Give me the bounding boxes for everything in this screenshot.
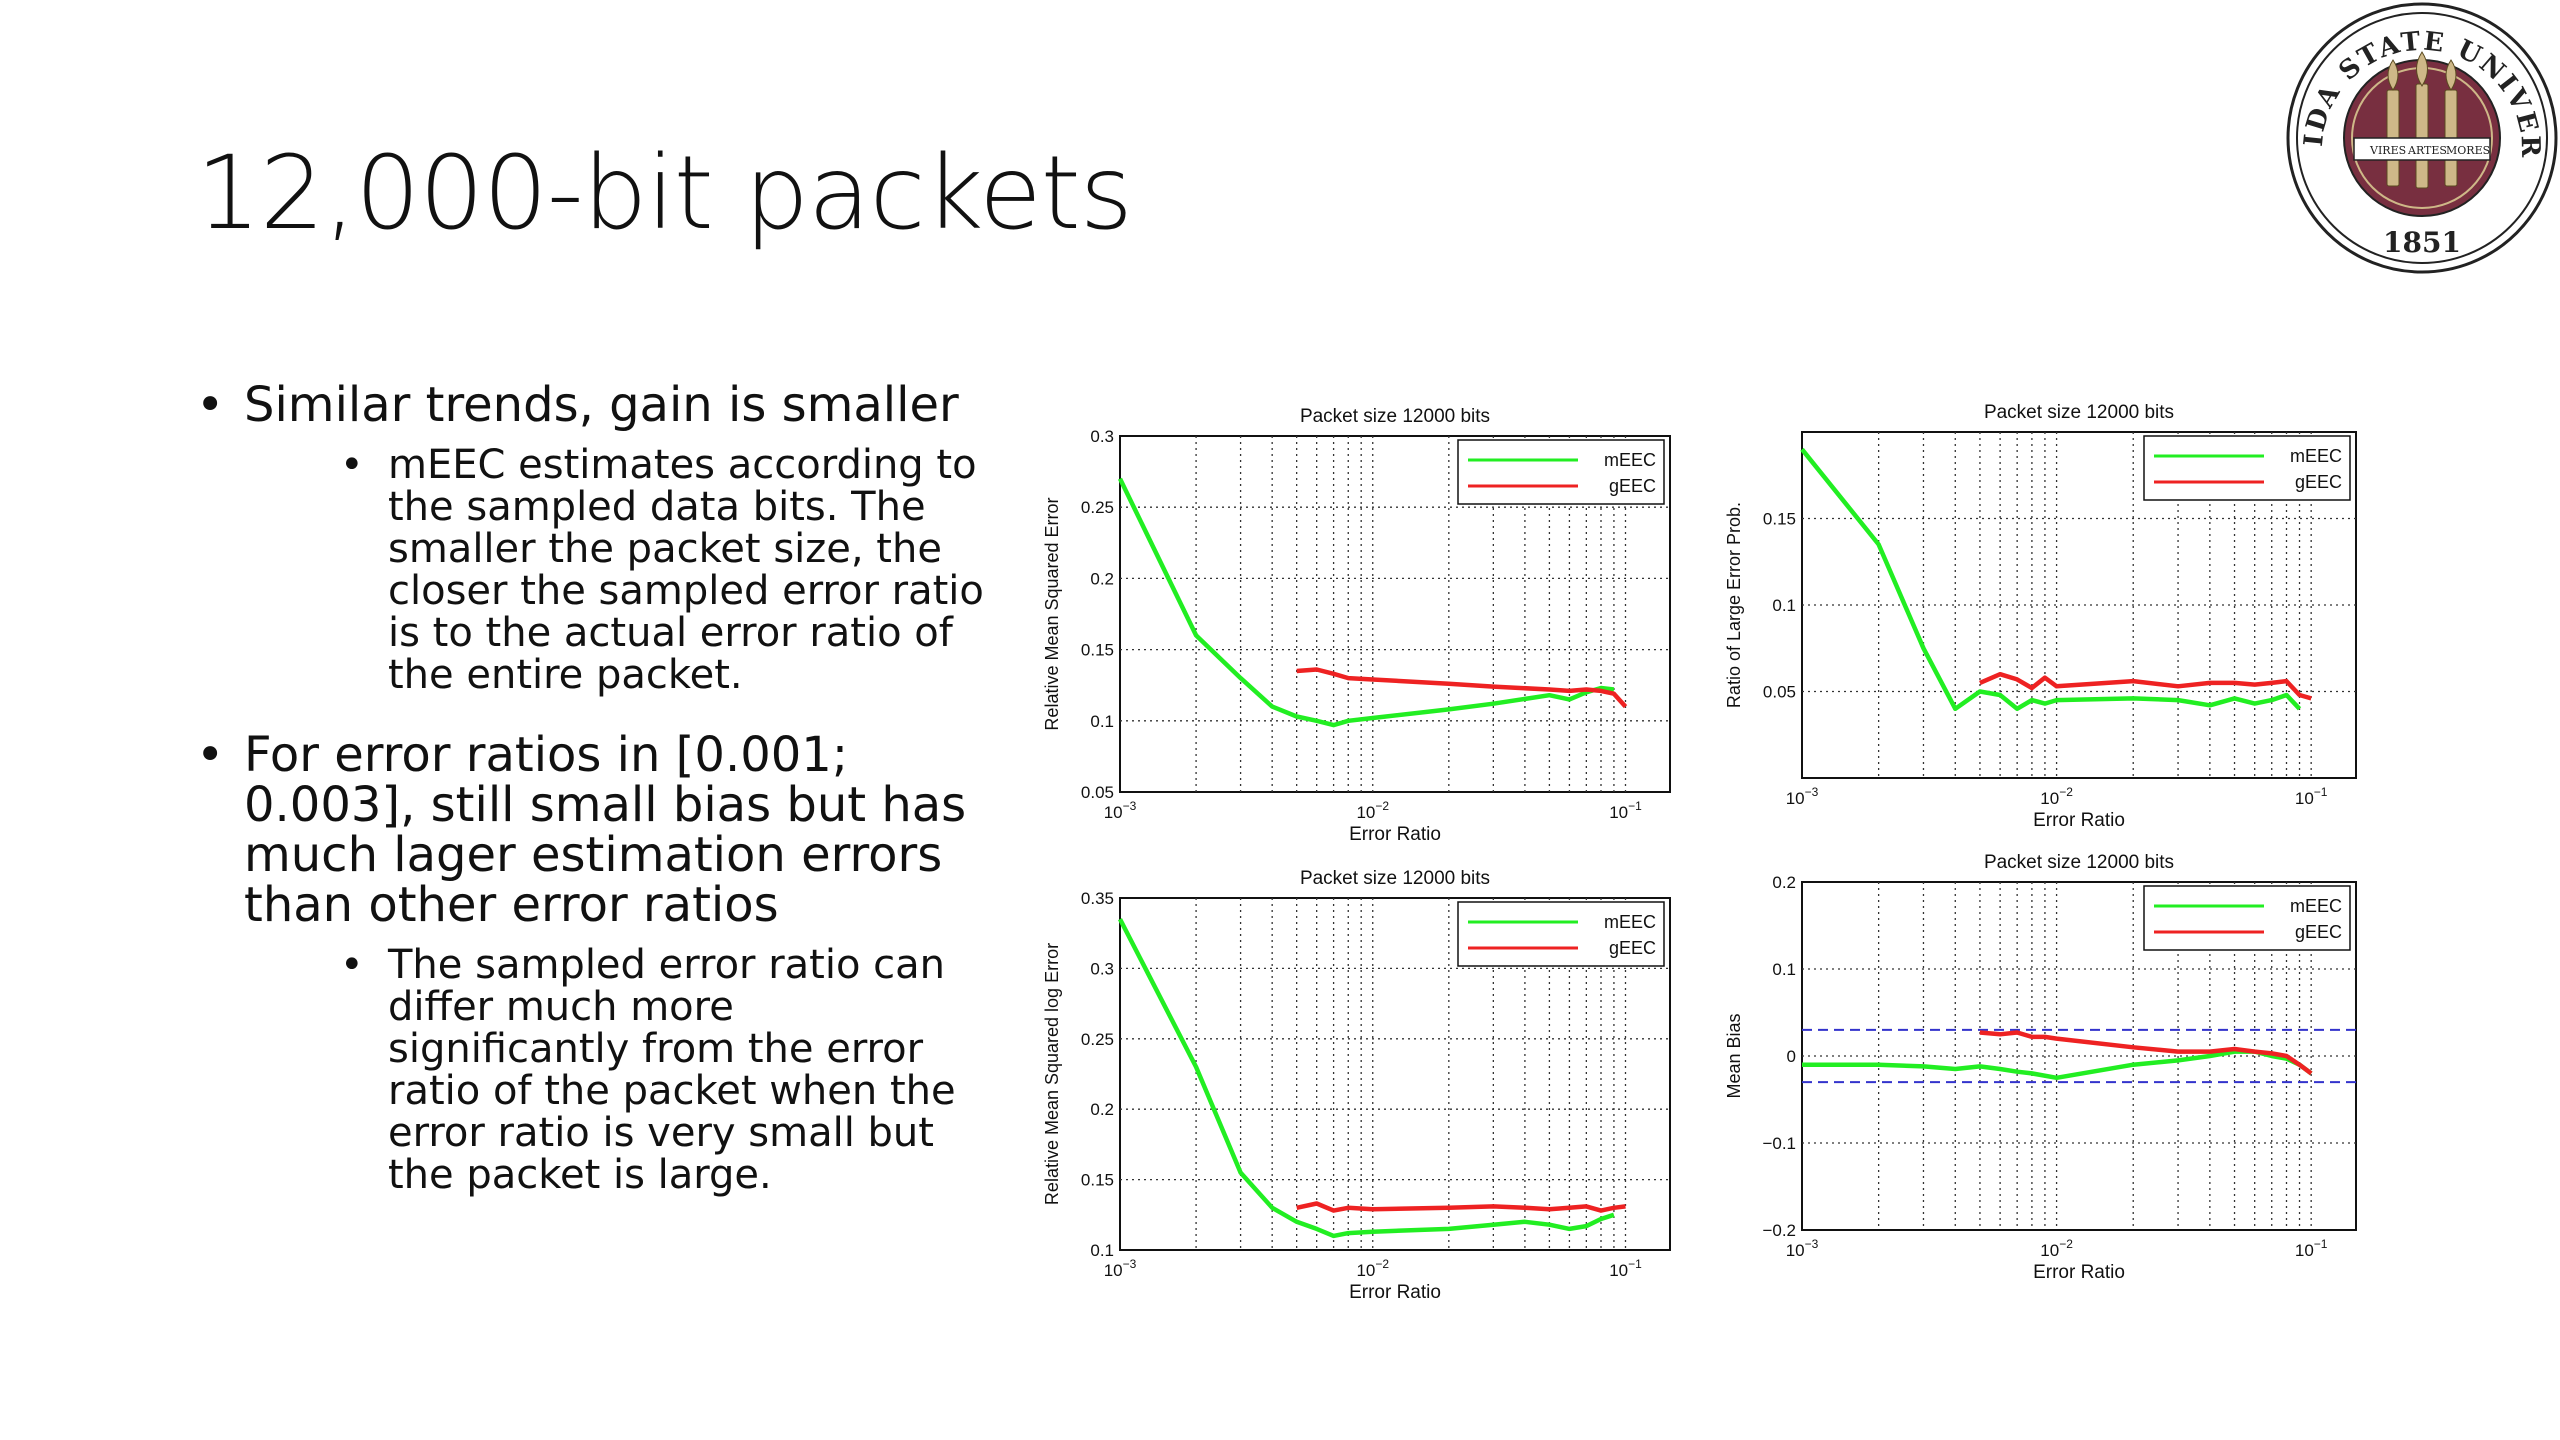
- y-tick-label: −0.2: [1762, 1221, 1796, 1240]
- x-tick-label: 10−3: [1104, 799, 1137, 822]
- y-tick-label: 0: [1787, 1047, 1796, 1066]
- chart-panel-1: 0.05 0.1 0.15 0.2 0.25 0.3 10−3 10−2 10−1 mEEC gEE…: [1042, 406, 1671, 845]
- x-tick-label: 10−2: [1356, 799, 1389, 822]
- x-tick-label: 10−1: [2295, 1237, 2328, 1260]
- bullet-dot: •: [196, 727, 225, 783]
- y-tick-label: 0.15: [1081, 1171, 1114, 1190]
- legend-label-gEEC: gEEC: [2295, 922, 2342, 942]
- legend-label-gEEC: gEEC: [1609, 476, 1656, 496]
- y-tick-label: −0.1: [1762, 1134, 1796, 1153]
- seal-motto-3: MORES: [2446, 144, 2490, 157]
- chart-panel-4: −0.2 −0.1 0 0.1 0.2 10−3 10−2 10−1 mEEC gEEC Packe…: [1724, 852, 2357, 1283]
- legend-label-mEEC: mEEC: [1604, 450, 1656, 470]
- legend-label-gEEC: gEEC: [2295, 472, 2342, 492]
- y-tick-label: 0.1: [1772, 596, 1796, 615]
- series-line-gEEC: [1979, 1030, 2313, 1076]
- x-tick-label: 10−3: [1104, 1257, 1137, 1280]
- y-tick-label: 0.1: [1772, 960, 1796, 979]
- y-tick-label: 0.25: [1081, 498, 1114, 517]
- series-line-gEEC: [1979, 671, 2312, 701]
- chart-title: Packet size 12000 bits: [1984, 402, 2174, 423]
- legend-label-gEEC: gEEC: [1609, 938, 1656, 958]
- x-axis-label: Error Ratio: [2033, 810, 2125, 831]
- y-axis-label: Relative Mean Squared log Error: [1042, 943, 1062, 1205]
- x-tick-label: 10−1: [1609, 1257, 1642, 1280]
- seal-motto-2: ARTES: [2407, 144, 2447, 157]
- y-axis-label: Ratio of Large Error Prob.: [1724, 502, 1744, 708]
- legend-box: [2143, 885, 2351, 951]
- y-tick-label: 0.2: [1772, 873, 1796, 892]
- legend-box: [2143, 435, 2351, 501]
- series-line-mEEC: [1117, 918, 1615, 1239]
- x-tick-label: 10−2: [2040, 785, 2073, 808]
- x-axis-label: Error Ratio: [2033, 1262, 2125, 1283]
- bullet-list: • Similar trends, gain is smaller • mEEC…: [196, 380, 986, 1230]
- x-axis-label: Error Ratio: [1349, 1282, 1441, 1303]
- x-tick-label: 10−1: [2295, 785, 2328, 808]
- legend-label-mEEC: mEEC: [1604, 912, 1656, 932]
- series-line-mEEC: [1117, 477, 1615, 728]
- chart-grid: 0.05 0.1 0.15 0.2 0.25 0.3 10−3 10−2 10−1 mEEC gEE…: [1020, 380, 2360, 1340]
- y-tick-label: 0.1: [1090, 1241, 1114, 1260]
- y-tick-label: 0.2: [1090, 1100, 1114, 1119]
- y-tick-label: 0.05: [1081, 783, 1114, 802]
- x-tick-label: 10−1: [1609, 799, 1642, 822]
- series-line-mEEC: [1802, 1049, 2313, 1081]
- sub-bullet-2-text: The sampled error ratio can differ much …: [388, 942, 956, 1198]
- y-tick-label: 0.3: [1090, 427, 1114, 446]
- y-tick-label: 0.15: [1763, 510, 1796, 529]
- y-axis-label: Relative Mean Squared Error: [1042, 497, 1062, 730]
- chart-title: Packet size 12000 bits: [1300, 406, 1490, 427]
- y-tick-label: 0.05: [1763, 683, 1796, 702]
- y-tick-label: 0.25: [1081, 1030, 1114, 1049]
- bullet-1-text: Similar trends, gain is smaller: [244, 377, 959, 433]
- series-line-mEEC: [1800, 447, 2302, 712]
- x-tick-label: 10−3: [1786, 785, 1819, 808]
- x-axis-label: Error Ratio: [1349, 824, 1441, 845]
- legend-label-mEEC: mEEC: [2290, 896, 2342, 916]
- bullet-dot: •: [196, 377, 225, 433]
- y-tick-label: 0.2: [1090, 569, 1114, 588]
- seal-motto-1: VIRES: [2369, 144, 2406, 157]
- legend-label-mEEC: mEEC: [2290, 446, 2342, 466]
- chart-title: Packet size 12000 bits: [1300, 868, 1490, 889]
- bullet-dot: •: [340, 942, 364, 988]
- series-line-gEEC: [1296, 667, 1628, 709]
- x-tick-label: 10−3: [1786, 1237, 1819, 1260]
- sub-bullet-1: • mEEC estimates according to the sample…: [244, 444, 986, 696]
- seal-year: 1851: [2383, 226, 2461, 259]
- sub-bullet-1-text: mEEC estimates according to the sampled …: [388, 442, 984, 698]
- slide-title: 12,000-bit packets: [196, 134, 1133, 253]
- y-axis-label: Mean Bias: [1724, 1013, 1744, 1098]
- y-tick-label: 0.1: [1090, 712, 1114, 731]
- legend-box: [1457, 901, 1665, 967]
- series-line-gEEC: [1296, 1201, 1626, 1213]
- sub-bullet-2: • The sampled error ratio can differ muc…: [244, 944, 986, 1196]
- y-tick-label: 0.15: [1081, 641, 1114, 660]
- y-tick-label: 0.35: [1081, 889, 1114, 908]
- chart-panel-3: 0.1 0.15 0.2 0.25 0.3 0.35 10−3 10−2 10−1 mEEC gEE…: [1042, 868, 1671, 1303]
- bullet-2: • For error ratios in [0.001; 0.003], st…: [196, 730, 986, 1196]
- x-tick-label: 10−2: [2040, 1237, 2073, 1260]
- bullet-1: • Similar trends, gain is smaller • mEEC…: [196, 380, 986, 696]
- chart-title: Packet size 12000 bits: [1984, 852, 2174, 873]
- bullet-2-text: For error ratios in [0.001; 0.003], stil…: [244, 727, 967, 933]
- chart-panel-2: 0.05 0.1 0.15 10−3 10−2 10−1 mEEC gEEC Packet si…: [1724, 402, 2357, 831]
- charts-svg: 0.05 0.1 0.15 0.2 0.25 0.3 10−3 10−2 10−1 mEEC gEE…: [1042, 402, 2357, 1303]
- bullet-dot: •: [340, 442, 364, 488]
- fsu-seal-logo: FLORIDA STATE UNIVERSITY VIRES ARTES MOR…: [2284, 0, 2558, 274]
- x-tick-label: 10−2: [1356, 1257, 1389, 1280]
- y-tick-label: 0.3: [1090, 959, 1114, 978]
- legend-box: [1457, 439, 1665, 505]
